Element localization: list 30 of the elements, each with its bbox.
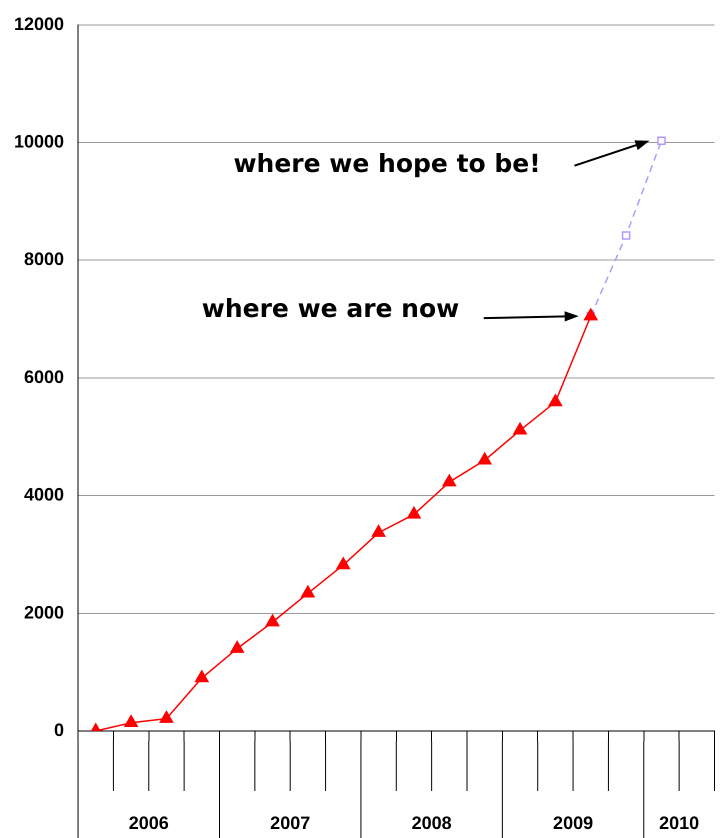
y-tick-label: 10000 [14, 131, 64, 152]
point [513, 422, 527, 435]
x-tick-label: 2007 [270, 812, 310, 833]
y-tick-label: 2000 [24, 602, 64, 622]
point [301, 586, 315, 598]
y-tick-label: 4000 [24, 484, 64, 505]
point [266, 614, 280, 626]
point [160, 710, 174, 723]
point [372, 524, 386, 537]
point [194, 670, 209, 682]
point [230, 640, 244, 653]
x-tick-label: 2010 [659, 812, 700, 833]
point [442, 474, 456, 486]
point [407, 506, 421, 519]
point [584, 308, 598, 320]
point [124, 715, 138, 728]
point [622, 231, 630, 240]
x-tick-label: 2006 [128, 812, 169, 833]
point [336, 557, 350, 570]
point [548, 394, 562, 406]
annotation: where we hope to be! [233, 148, 541, 178]
x-tick-label: 2008 [412, 812, 452, 833]
point [478, 452, 492, 465]
y-tick-label: 12000 [14, 14, 64, 34]
y-tick-label: 0 [54, 720, 64, 740]
y-tick-label: 8000 [24, 249, 64, 270]
x-tick-label: 2009 [553, 812, 594, 833]
y-tick-label: 6000 [24, 366, 64, 387]
point [657, 136, 666, 146]
annotation: where we are now [202, 294, 460, 324]
